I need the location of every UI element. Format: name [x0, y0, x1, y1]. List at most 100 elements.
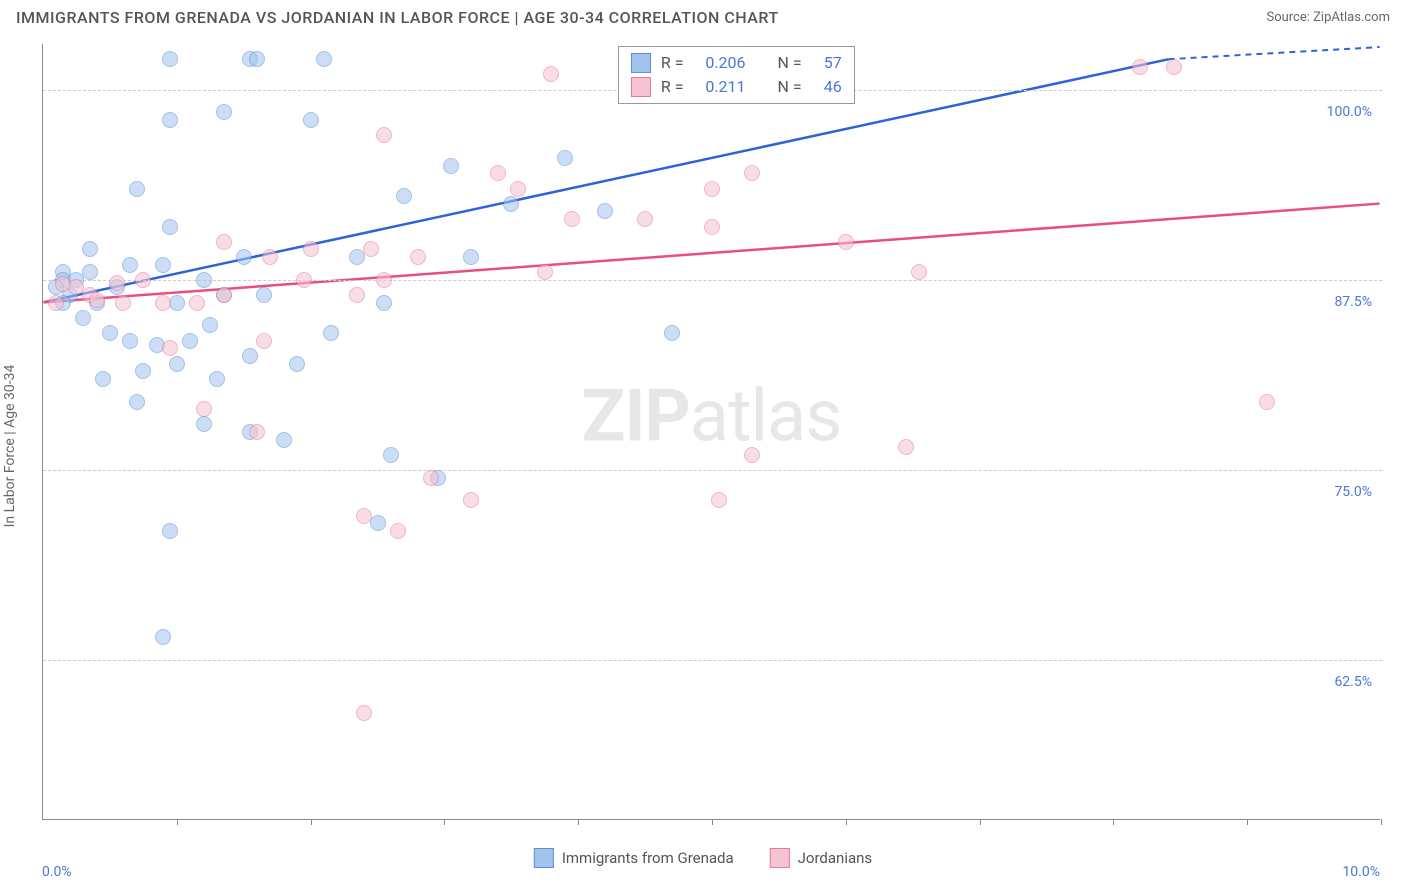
- scatter-point: [664, 325, 680, 341]
- gridline-h: [43, 470, 1382, 471]
- scatter-point: [155, 257, 171, 273]
- scatter-point: [135, 272, 151, 288]
- scatter-point: [537, 264, 553, 280]
- scatter-point: [249, 51, 265, 67]
- scatter-point: [597, 203, 613, 219]
- scatter-point: [564, 211, 580, 227]
- scatter-point: [115, 295, 131, 311]
- scatter-point: [744, 447, 760, 463]
- x-tick: [311, 819, 312, 825]
- stats-r-label: R =: [661, 51, 684, 75]
- scatter-point: [129, 394, 145, 410]
- legend-label: Jordanians: [798, 849, 873, 867]
- scatter-point: [236, 249, 252, 265]
- x-tick: [980, 819, 981, 825]
- plot-region: ZIPatlas 62.5%75.0%87.5%100.0%: [43, 44, 1380, 819]
- scatter-point: [202, 317, 218, 333]
- scatter-point: [122, 257, 138, 273]
- scatter-point: [162, 219, 178, 235]
- scatter-point: [82, 264, 98, 280]
- scatter-point: [155, 295, 171, 311]
- scatter-point: [216, 104, 232, 120]
- scatter-point: [376, 127, 392, 143]
- y-tick-label: 75.0%: [1292, 484, 1372, 500]
- scatter-point: [196, 401, 212, 417]
- scatter-point: [289, 356, 305, 372]
- scatter-point: [256, 333, 272, 349]
- y-tick-label: 87.5%: [1292, 294, 1372, 310]
- y-tick-label: 100.0%: [1292, 104, 1372, 120]
- scatter-point: [1166, 59, 1182, 75]
- scatter-point: [155, 629, 171, 645]
- scatter-point: [557, 150, 573, 166]
- scatter-point: [349, 287, 365, 303]
- scatter-point: [129, 181, 145, 197]
- scatter-point: [135, 363, 151, 379]
- y-axis-title: In Labor Force | Age 30-34: [2, 365, 18, 528]
- stats-n-label: N =: [778, 75, 802, 99]
- scatter-point: [376, 272, 392, 288]
- stats-r-value: 0.211: [694, 75, 746, 99]
- scatter-point: [48, 295, 64, 311]
- stats-n-value: 57: [812, 51, 842, 75]
- x-tick: [1113, 819, 1114, 825]
- scatter-point: [89, 292, 105, 308]
- stats-row: R =0.211N =46: [631, 75, 842, 99]
- gridline-h: [43, 660, 1382, 661]
- legend-label: Immigrants from Grenada: [562, 849, 734, 867]
- stats-n-label: N =: [778, 51, 802, 75]
- scatter-point: [182, 333, 198, 349]
- scatter-point: [396, 188, 412, 204]
- x-axis-min-label: 0.0%: [42, 864, 72, 880]
- scatter-point: [303, 241, 319, 257]
- x-tick: [578, 819, 579, 825]
- scatter-point: [249, 424, 265, 440]
- x-tick: [846, 819, 847, 825]
- scatter-point: [711, 492, 727, 508]
- stats-swatch: [631, 77, 651, 97]
- x-tick: [177, 819, 178, 825]
- scatter-point: [490, 165, 506, 181]
- scatter-point: [316, 51, 332, 67]
- gridline-h: [43, 280, 1382, 281]
- legend-swatch: [534, 848, 554, 868]
- scatter-point: [543, 66, 559, 82]
- stats-n-value: 46: [812, 75, 842, 99]
- scatter-point: [423, 470, 439, 486]
- scatter-point: [383, 447, 399, 463]
- stats-box: R =0.206N =57R =0.211N =46: [618, 46, 855, 104]
- scatter-point: [898, 439, 914, 455]
- scatter-point: [370, 515, 386, 531]
- chart-title: IMMIGRANTS FROM GRENADA VS JORDANIAN IN …: [16, 8, 779, 27]
- legend: Immigrants from Grenada Jordanians: [526, 846, 880, 870]
- source-label: Source: ZipAtlas.com: [1266, 10, 1390, 25]
- y-tick-label: 62.5%: [1292, 674, 1372, 690]
- x-tick: [444, 819, 445, 825]
- x-axis-max-label: 10.0%: [1342, 864, 1380, 880]
- header: IMMIGRANTS FROM GRENADA VS JORDANIAN IN …: [0, 0, 1406, 31]
- scatter-point: [95, 371, 111, 387]
- scatter-point: [102, 325, 118, 341]
- scatter-point: [838, 234, 854, 250]
- scatter-point: [216, 234, 232, 250]
- scatter-point: [704, 219, 720, 235]
- scatter-point: [276, 432, 292, 448]
- scatter-point: [196, 272, 212, 288]
- scatter-point: [323, 325, 339, 341]
- scatter-point: [75, 310, 91, 326]
- x-tick: [1381, 819, 1382, 825]
- scatter-point: [162, 340, 178, 356]
- scatter-point: [216, 287, 232, 303]
- scatter-point: [196, 416, 212, 432]
- scatter-point: [1132, 59, 1148, 75]
- scatter-point: [55, 276, 71, 292]
- scatter-point: [242, 348, 258, 364]
- scatter-point: [82, 241, 98, 257]
- stats-r-value: 0.206: [694, 51, 746, 75]
- x-tick: [1247, 819, 1248, 825]
- trend-line-dashed: [1169, 47, 1380, 59]
- scatter-point: [390, 523, 406, 539]
- chart-area: ZIPatlas 62.5%75.0%87.5%100.0% R =0.206N…: [42, 44, 1380, 820]
- scatter-point: [510, 181, 526, 197]
- scatter-point: [744, 165, 760, 181]
